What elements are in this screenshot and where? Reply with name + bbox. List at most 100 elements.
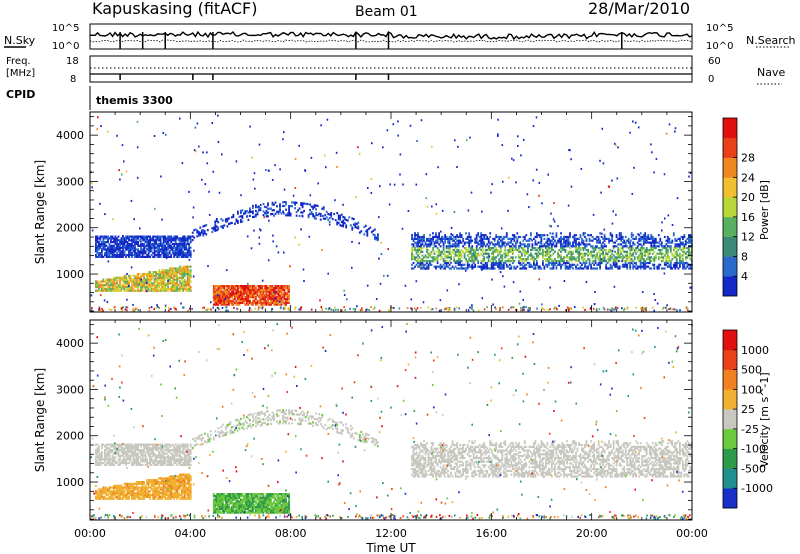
power-night-cell bbox=[421, 237, 424, 240]
power-band-cell bbox=[171, 250, 174, 253]
power-noise-cell bbox=[679, 242, 682, 245]
power-band-cell bbox=[144, 244, 147, 247]
power-floor-cell bbox=[547, 308, 550, 311]
power-e-cell bbox=[165, 276, 168, 279]
power-e-cell bbox=[98, 287, 100, 290]
power-noise-cell bbox=[145, 290, 148, 293]
power-night-cell bbox=[525, 250, 528, 253]
power-night-cell bbox=[451, 243, 454, 246]
power-arc-cell bbox=[375, 236, 378, 239]
power-night-cell bbox=[552, 237, 555, 240]
velocity-band-cell bbox=[119, 462, 121, 465]
power-night-cell bbox=[508, 245, 511, 248]
power-night-cell bbox=[590, 239, 592, 242]
power-night-cell bbox=[593, 267, 595, 270]
power-night-cell bbox=[594, 261, 597, 265]
power-e-cell bbox=[162, 287, 165, 290]
power-band-cell bbox=[161, 235, 163, 238]
power-floor-cell bbox=[354, 308, 357, 311]
power-night-cell bbox=[456, 267, 458, 270]
power-band-cell bbox=[168, 244, 171, 247]
power-e-cell bbox=[173, 280, 176, 283]
power-colorbar-swatch bbox=[723, 276, 737, 297]
power-e-cell bbox=[98, 289, 100, 292]
power-noise-cell bbox=[164, 133, 167, 136]
power-colorbar-swatch bbox=[723, 118, 737, 139]
power-night-cell bbox=[563, 256, 565, 259]
power-e-cell bbox=[179, 282, 182, 285]
power-arc-cell bbox=[232, 215, 235, 218]
power-noise-cell bbox=[595, 246, 598, 249]
power-night-cell bbox=[591, 267, 594, 270]
power-e-cell bbox=[134, 276, 136, 279]
power-night-cell bbox=[668, 247, 671, 250]
power-floor-cell bbox=[325, 307, 327, 310]
power-e-cell bbox=[167, 284, 170, 287]
power-night-cell bbox=[680, 261, 683, 265]
power-e-cell bbox=[114, 278, 117, 281]
power-noise-cell bbox=[518, 302, 521, 305]
power-night-cell bbox=[654, 247, 657, 250]
power-night-cell bbox=[682, 248, 684, 252]
power-band-cell bbox=[189, 239, 192, 242]
power-night-cell bbox=[602, 258, 604, 261]
power-strong-cell bbox=[218, 290, 221, 293]
velocity-band-cell bbox=[111, 456, 114, 459]
power-night-cell bbox=[566, 261, 568, 265]
power-night-cell bbox=[627, 261, 630, 265]
power-night-cell bbox=[519, 258, 522, 261]
power-night-cell bbox=[531, 247, 534, 250]
power-night-cell bbox=[683, 250, 686, 253]
power-night-cell bbox=[679, 239, 681, 242]
power-night-cell bbox=[675, 243, 678, 246]
power-night-cell bbox=[474, 239, 477, 242]
power-strong-cell bbox=[220, 298, 223, 301]
power-night-cell bbox=[438, 252, 440, 255]
power-band-cell bbox=[131, 242, 133, 246]
power-night-cell bbox=[578, 250, 580, 253]
power-night-cell bbox=[511, 260, 514, 263]
power-band-cell bbox=[131, 246, 133, 249]
power-night-cell bbox=[669, 250, 672, 253]
power-e-cell bbox=[156, 287, 159, 290]
power-night-cell bbox=[605, 265, 607, 268]
power-band-cell bbox=[123, 239, 126, 242]
power-arc-cell bbox=[319, 212, 322, 216]
power-e-cell bbox=[105, 280, 108, 283]
power-noise-cell bbox=[380, 241, 382, 244]
power-band-cell bbox=[177, 242, 180, 246]
power-night-cell bbox=[478, 243, 481, 246]
power-strong-cell bbox=[243, 298, 245, 301]
power-night-cell bbox=[608, 237, 610, 240]
power-noise-cell bbox=[538, 278, 540, 281]
power-night-cell bbox=[675, 245, 678, 248]
power-strong-cell bbox=[224, 290, 227, 293]
power-night-cell bbox=[639, 263, 642, 266]
power-band-cell bbox=[116, 241, 118, 244]
power-noise-cell bbox=[637, 126, 640, 129]
power-band-cell bbox=[137, 242, 139, 246]
power-e-cell bbox=[180, 285, 183, 289]
power-night-cell bbox=[504, 241, 507, 244]
power-night-cell bbox=[496, 263, 499, 266]
noise-right-label: N.Search bbox=[746, 34, 796, 47]
power-night-cell bbox=[543, 254, 546, 257]
power-night-cell bbox=[579, 234, 582, 237]
power-arc-cell bbox=[270, 207, 272, 210]
power-e-cell bbox=[170, 276, 173, 279]
power-night-cell bbox=[567, 250, 570, 253]
power-strong-cell bbox=[229, 286, 232, 290]
power-night-cell bbox=[564, 261, 567, 265]
power-night-cell bbox=[629, 250, 632, 253]
power-band-cell bbox=[113, 254, 115, 257]
freq-traces bbox=[90, 67, 692, 80]
velocity-band-cell bbox=[135, 443, 138, 446]
power-strong-cell bbox=[226, 296, 229, 299]
power-night-cell bbox=[639, 258, 642, 261]
power-night-cell bbox=[555, 241, 558, 244]
power-strong-cell bbox=[234, 286, 236, 290]
power-band-cell bbox=[104, 242, 106, 246]
power-e-cell bbox=[116, 276, 118, 279]
power-night-cell bbox=[624, 243, 627, 246]
power-night-cell bbox=[648, 258, 651, 261]
